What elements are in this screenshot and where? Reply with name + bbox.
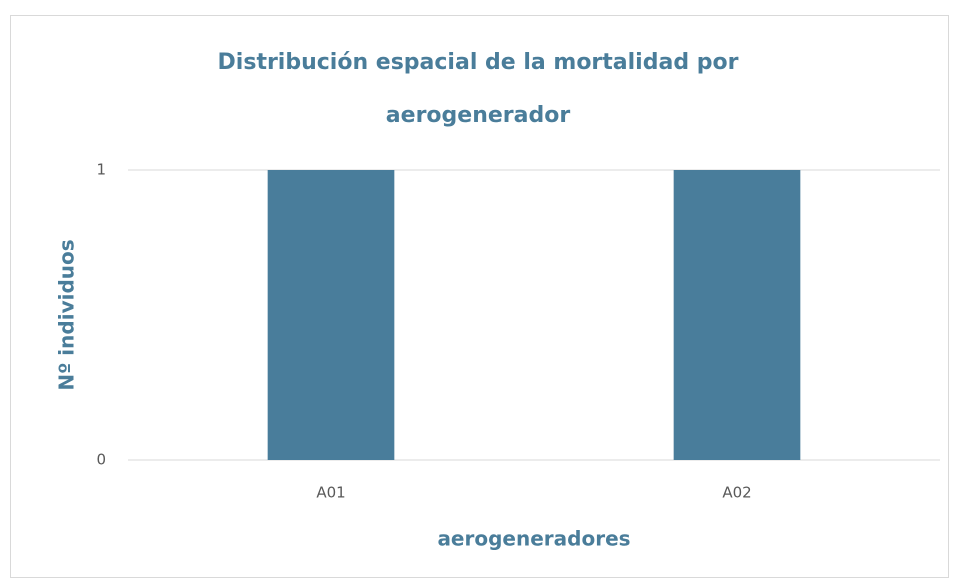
bar xyxy=(673,170,801,460)
chart-title: Distribución espacial de la mortalidad p… xyxy=(217,50,739,128)
y-tick-label: 0 xyxy=(96,451,106,469)
x-axis-title: aerogeneradores xyxy=(437,527,630,551)
bar xyxy=(267,170,395,460)
y-axis-title: Nº individuos xyxy=(55,239,79,390)
x-tick-label: A02 xyxy=(722,484,751,502)
x-tick-label: A01 xyxy=(316,484,345,502)
y-tick-label: 1 xyxy=(96,161,106,179)
